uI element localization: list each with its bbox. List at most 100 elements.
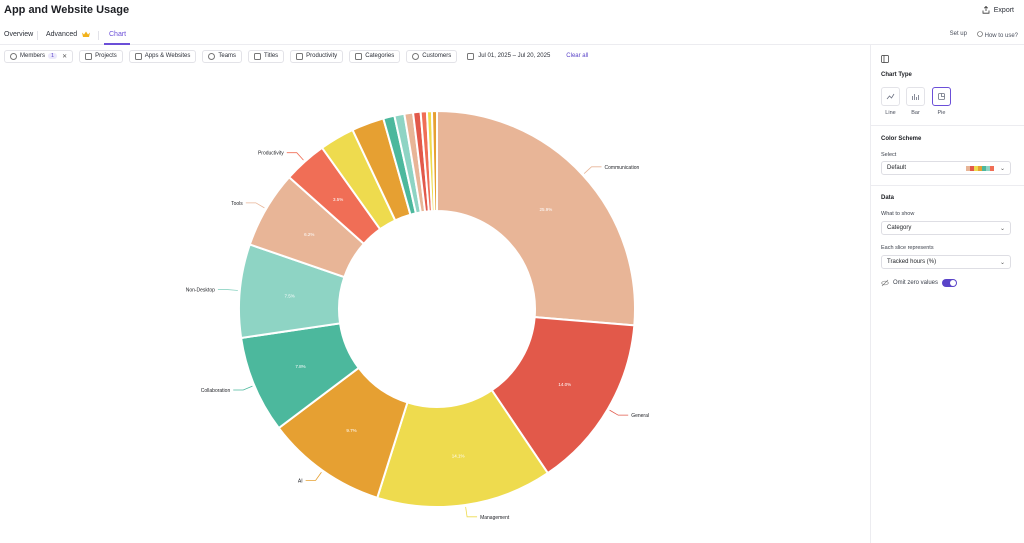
export-icon bbox=[982, 6, 990, 14]
pie-chart-icon bbox=[938, 93, 945, 100]
filter-productivity[interactable]: Productivity bbox=[290, 49, 344, 63]
chart-type-line-button[interactable] bbox=[881, 87, 900, 106]
members-icon bbox=[10, 52, 17, 60]
page-title: App and Website Usage bbox=[4, 4, 130, 16]
what-to-show-select[interactable]: Category ⌄ bbox=[881, 221, 1011, 235]
tab-chart[interactable]: Chart bbox=[109, 31, 127, 38]
pie-slice[interactable] bbox=[436, 109, 636, 327]
tab-overview[interactable]: Overview bbox=[4, 31, 34, 38]
clear-all-button[interactable]: Clear all bbox=[566, 53, 589, 59]
color-swatch bbox=[986, 166, 990, 171]
tab-separator bbox=[98, 31, 99, 40]
text-icon bbox=[254, 52, 262, 60]
data-title: Data bbox=[881, 195, 895, 201]
chart-type-label: Pie bbox=[937, 110, 946, 116]
customers-icon bbox=[412, 52, 420, 60]
export-label: Export bbox=[993, 6, 1014, 14]
color-swatch bbox=[970, 166, 974, 171]
color-swatch bbox=[978, 166, 982, 171]
color-scheme-title: Color Scheme bbox=[881, 136, 922, 142]
date-range-picker[interactable]: Jul 01, 2025 – Jul 20, 2025 bbox=[463, 52, 554, 60]
slice-category-label: General bbox=[631, 413, 649, 419]
slice-leader-line bbox=[465, 506, 478, 518]
slice-category-label: Collaboration bbox=[201, 388, 231, 394]
filter-members[interactable]: Members 1 ✕ bbox=[4, 49, 74, 63]
filter-chip-label: Apps & Websites bbox=[144, 53, 191, 59]
pie-slice[interactable] bbox=[490, 316, 636, 475]
filter-chip-label: Projects bbox=[95, 53, 117, 59]
filter-apps-websites[interactable]: Apps & Websites bbox=[128, 49, 197, 63]
slice-percent-label: 3.5% bbox=[333, 197, 343, 202]
color-swatch bbox=[982, 166, 986, 171]
pie-slice[interactable] bbox=[430, 109, 438, 213]
tab-bar: Overview Advanced Chart Set up How to us… bbox=[0, 25, 1024, 45]
crown-icon bbox=[82, 31, 91, 37]
slice-leader-line bbox=[583, 166, 602, 174]
eye-off-icon bbox=[881, 279, 889, 287]
chevron-down-icon: ⌄ bbox=[999, 260, 1005, 266]
teams-icon bbox=[208, 52, 216, 60]
slice-percent-label: 6.2% bbox=[304, 232, 314, 237]
filter-titles[interactable]: Titles bbox=[248, 49, 285, 63]
what-to-show-value: Category bbox=[887, 225, 912, 231]
slice-represents-label: Each slice represents bbox=[881, 245, 934, 251]
chart-type-pie-button[interactable] bbox=[932, 87, 951, 106]
slice-leader-line bbox=[305, 471, 322, 481]
slice-category-label: Productivity bbox=[258, 151, 284, 157]
tabs-right-links: Set up How to use? bbox=[950, 31, 1018, 39]
apps-icon bbox=[134, 52, 142, 60]
export-button[interactable]: Export bbox=[982, 6, 1014, 14]
help-circle-icon bbox=[977, 31, 983, 37]
slice-category-label: Management bbox=[480, 515, 510, 521]
filter-chip-label: Productivity bbox=[306, 53, 338, 59]
slice-leader-line bbox=[609, 409, 629, 416]
what-to-show-label: What to show bbox=[881, 211, 915, 217]
slice-category-label: AI bbox=[298, 478, 303, 484]
tab-advanced-label: Advanced bbox=[46, 31, 78, 38]
filter-chip-label: Titles bbox=[264, 53, 279, 59]
filter-bar: Members 1 ✕ Projects Apps & Websites Tea… bbox=[4, 49, 594, 63]
slice-leader-line bbox=[245, 202, 265, 209]
chart-settings-panel: Chart Type Line Bar Pie Color Scheme Sel… bbox=[870, 45, 1024, 543]
chart-icon bbox=[296, 52, 304, 60]
slice-percent-label: 9.7% bbox=[346, 428, 356, 433]
slice-leader-line bbox=[286, 152, 304, 161]
slice-percent-label: 25.9% bbox=[540, 207, 553, 212]
chart-type-bar-button[interactable] bbox=[906, 87, 925, 106]
filter-chip-label: Categories bbox=[365, 53, 395, 59]
filter-projects[interactable]: Projects bbox=[79, 49, 123, 63]
slice-category-label: Non-Desktop bbox=[186, 288, 215, 294]
setup-link[interactable]: Set up bbox=[949, 31, 967, 37]
color-scheme-select[interactable]: Default ⌄ bbox=[881, 161, 1011, 175]
chart-type-title: Chart Type bbox=[881, 72, 912, 78]
date-range-label: Jul 01, 2025 – Jul 20, 2025 bbox=[478, 53, 551, 59]
omit-zero-label: Omit zero values bbox=[893, 280, 939, 286]
slice-represents-select[interactable]: Tracked hours (%) ⌄ bbox=[881, 255, 1011, 269]
pie-slice[interactable] bbox=[376, 388, 550, 508]
panel-toggle-icon[interactable] bbox=[881, 55, 889, 63]
filter-members-label: Members bbox=[20, 53, 46, 59]
calendar-icon bbox=[467, 52, 475, 60]
filter-teams[interactable]: Teams bbox=[202, 49, 243, 63]
page-header: App and Website Usage Export bbox=[0, 0, 1024, 22]
slice-category-label: Tools bbox=[231, 201, 243, 207]
close-icon[interactable]: ✕ bbox=[62, 53, 68, 60]
filter-customers[interactable]: Customers bbox=[406, 49, 458, 63]
tab-separator bbox=[37, 31, 38, 40]
filter-categories[interactable]: Categories bbox=[349, 49, 401, 63]
list-icon bbox=[355, 52, 363, 60]
color-swatch bbox=[966, 166, 970, 171]
chart-type-label: Bar bbox=[911, 110, 920, 116]
tab-advanced[interactable]: Advanced bbox=[46, 31, 91, 38]
omit-zero-row: Omit zero values bbox=[881, 279, 958, 287]
briefcase-icon bbox=[85, 52, 93, 60]
divider bbox=[871, 125, 1024, 126]
divider bbox=[871, 185, 1024, 186]
how-to-use-label: How to use? bbox=[984, 33, 1018, 39]
how-to-use-link[interactable]: How to use? bbox=[977, 31, 1018, 39]
select-label: Select bbox=[881, 152, 897, 158]
slice-category-label: Communication bbox=[605, 165, 640, 171]
omit-zero-toggle[interactable] bbox=[942, 279, 958, 287]
slice-leader-line bbox=[217, 289, 238, 291]
chart-type-label: Line bbox=[885, 110, 896, 116]
